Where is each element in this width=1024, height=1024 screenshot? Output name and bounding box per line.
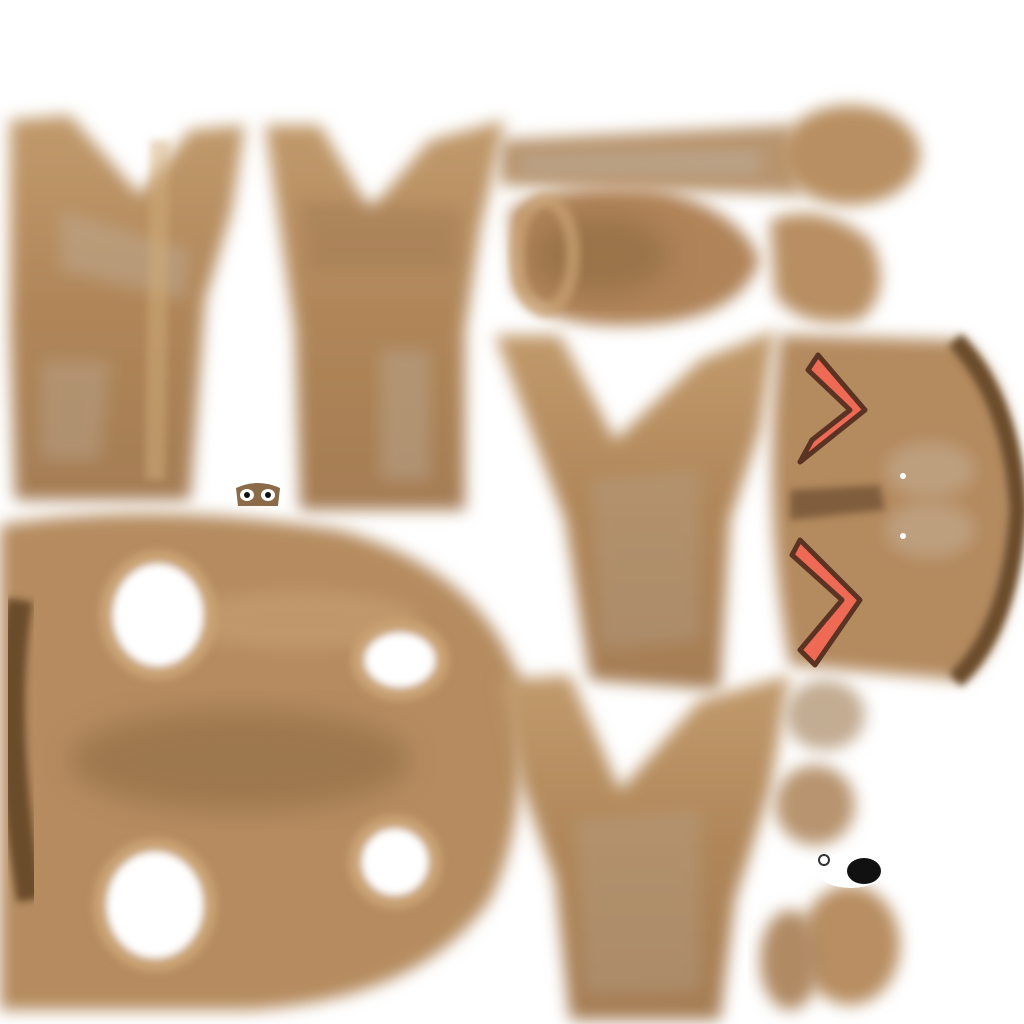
torso-back-panel	[495, 330, 775, 690]
shoulder-cap	[780, 105, 920, 205]
pelvis-hole	[351, 619, 449, 701]
face-highlight-dot	[900, 533, 906, 539]
face-highlight-dot	[900, 473, 906, 479]
red-chevron-lower	[789, 537, 863, 668]
head-back-piece	[510, 187, 760, 326]
pelvis-hole	[99, 550, 217, 680]
red-chevron-upper	[797, 352, 868, 465]
upper-arm-strip	[500, 125, 800, 195]
pelvis-piece	[0, 513, 522, 1010]
hand-piece	[770, 213, 881, 323]
pelvis-hole	[348, 815, 442, 909]
torso-front-left-panel	[10, 115, 245, 500]
torso-front-right-panel	[265, 120, 505, 510]
face-piece	[772, 333, 1024, 687]
eyes-icon	[236, 483, 280, 506]
leg-panel	[500, 675, 790, 1020]
eye-icon	[817, 852, 885, 888]
pelvis-hole	[93, 838, 217, 972]
foot-pieces	[760, 680, 900, 1010]
